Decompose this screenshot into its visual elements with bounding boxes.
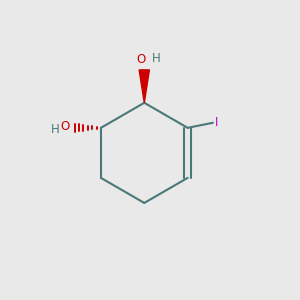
Text: O: O (136, 53, 146, 67)
Text: H: H (152, 52, 160, 65)
Text: H: H (51, 123, 59, 136)
Text: I: I (215, 116, 219, 129)
Text: O: O (61, 120, 70, 133)
Polygon shape (139, 70, 149, 103)
